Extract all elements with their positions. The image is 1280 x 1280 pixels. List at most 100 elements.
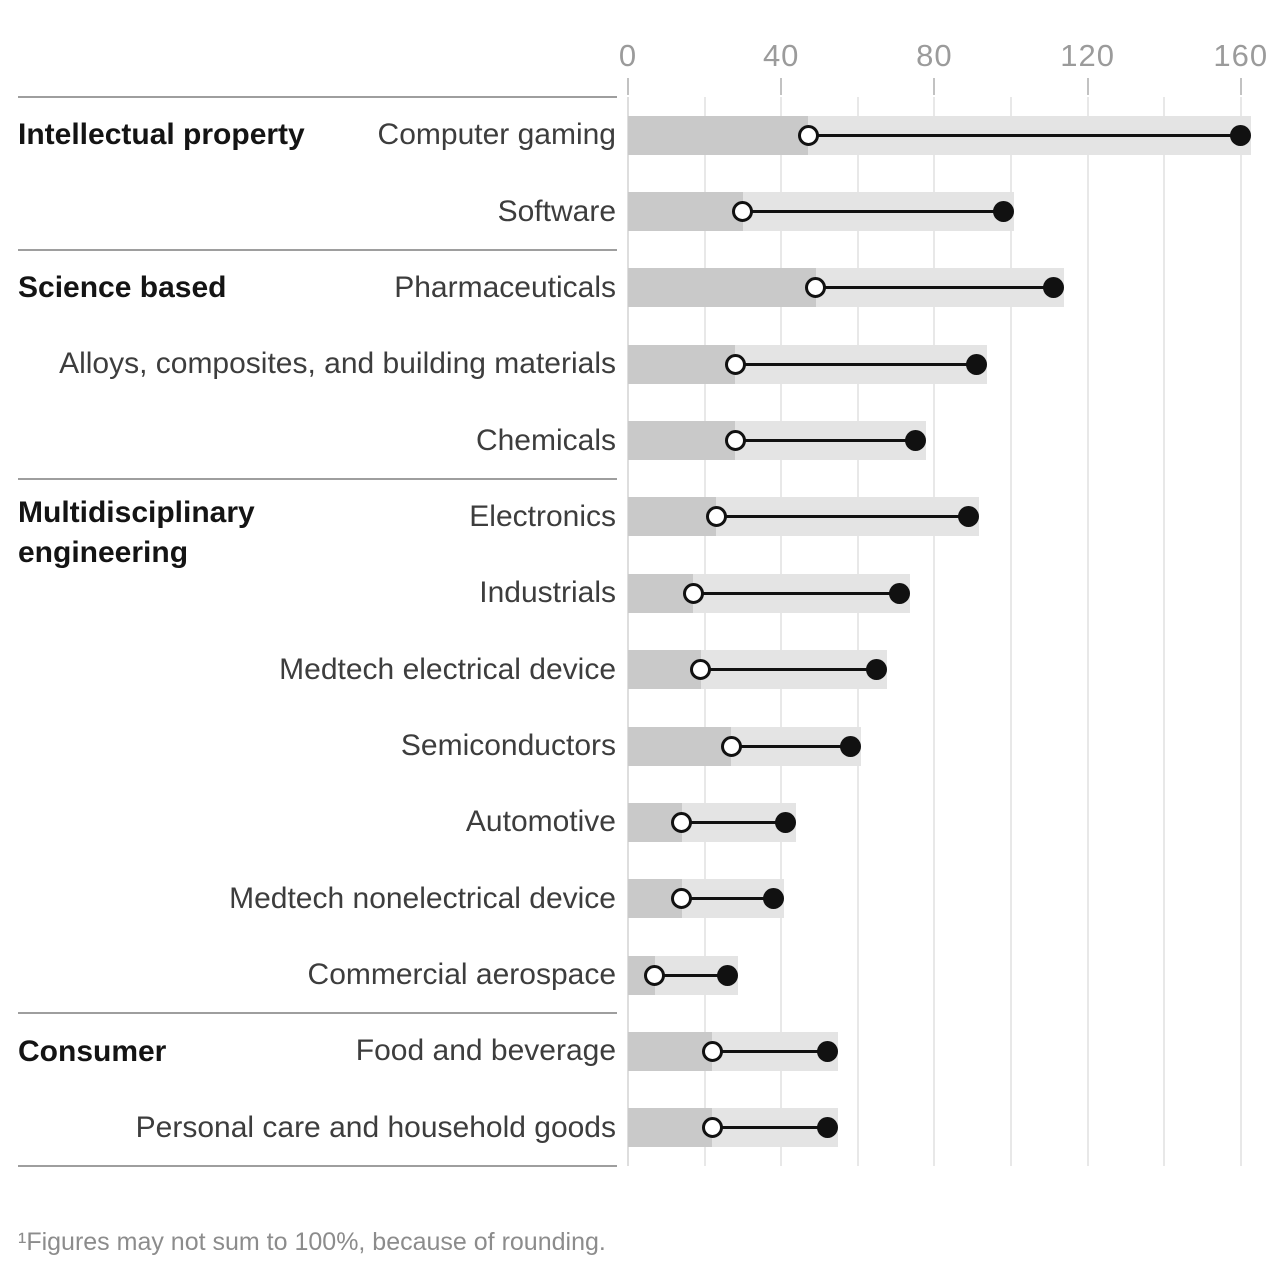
chart-row-medtech-electrical-device: Medtech electrical device bbox=[0, 632, 1280, 708]
axis-tick-mark bbox=[1086, 78, 1089, 95]
filled-dot bbox=[992, 201, 1014, 223]
chart-row-pharmaceuticals: Pharmaceuticals bbox=[0, 250, 1280, 326]
connector-line bbox=[808, 133, 1241, 137]
connector-line bbox=[681, 820, 786, 824]
filled-dot bbox=[966, 353, 988, 375]
range-bar-dark bbox=[628, 344, 736, 384]
open-dot bbox=[732, 201, 754, 223]
open-dot bbox=[724, 430, 746, 452]
connector-line bbox=[700, 668, 877, 672]
gridline bbox=[1239, 97, 1242, 1167]
chart-row-electronics: Electronics bbox=[0, 479, 1280, 555]
chart-row-semiconductors: Semiconductors bbox=[0, 708, 1280, 784]
gridline bbox=[703, 97, 706, 1167]
axis-tick-label: 160 bbox=[1213, 38, 1269, 73]
filled-dot bbox=[763, 888, 785, 910]
filled-dot bbox=[816, 1117, 838, 1139]
row-label: Pharmaceuticals bbox=[394, 270, 616, 304]
row-label: Industrials bbox=[479, 576, 616, 610]
connector-line bbox=[712, 1126, 828, 1130]
row-label: Computer gaming bbox=[377, 118, 616, 152]
connector-line bbox=[735, 439, 916, 443]
open-dot bbox=[690, 659, 712, 681]
range-bar-dark bbox=[628, 726, 732, 766]
chart-row-chemicals: Chemicals bbox=[0, 402, 1280, 478]
section-separator bbox=[18, 96, 617, 98]
connector-line bbox=[735, 362, 977, 366]
range-bar-dark bbox=[628, 573, 694, 613]
chart-row-software: Software bbox=[0, 173, 1280, 249]
connector-line bbox=[815, 286, 1054, 290]
row-label: Semiconductors bbox=[400, 729, 616, 763]
filled-dot bbox=[1230, 124, 1252, 146]
connector-line bbox=[693, 591, 900, 595]
chart-row-industrials: Industrials bbox=[0, 555, 1280, 631]
gridline bbox=[856, 97, 859, 1167]
axis-tick-label: 80 bbox=[916, 38, 953, 73]
connector-line bbox=[681, 897, 774, 901]
gridline bbox=[933, 97, 936, 1167]
section-header-intellectual-property: Intellectual property bbox=[18, 118, 305, 152]
open-dot bbox=[720, 735, 742, 757]
axis-tick-label: 40 bbox=[762, 38, 800, 73]
filled-dot bbox=[816, 1040, 838, 1062]
open-dot bbox=[724, 353, 746, 375]
open-dot bbox=[701, 1040, 723, 1062]
row-label: Medtech nonelectrical device bbox=[229, 881, 616, 915]
connector-line bbox=[712, 1049, 828, 1053]
range-bar-dark bbox=[628, 1108, 713, 1148]
section-header-consumer: Consumer bbox=[18, 1034, 167, 1068]
filled-dot bbox=[774, 811, 796, 833]
open-dot bbox=[701, 1117, 723, 1139]
range-bar-dark bbox=[628, 650, 701, 690]
chart-row-alloys-composites-and-building-materials: Alloys, composites, and building materia… bbox=[0, 326, 1280, 402]
section-header-science-based: Science based bbox=[18, 270, 227, 304]
axis-tick-mark bbox=[933, 78, 936, 95]
section-separator bbox=[18, 1012, 617, 1015]
connector-line bbox=[742, 210, 1004, 214]
open-dot bbox=[797, 124, 819, 146]
range-bar-dark bbox=[628, 497, 717, 537]
gridline bbox=[780, 97, 783, 1167]
open-dot bbox=[644, 964, 666, 986]
row-label: Personal care and household goods bbox=[135, 1110, 616, 1144]
range-bar-dark bbox=[628, 192, 743, 232]
range-bar-dark bbox=[628, 1031, 713, 1071]
chart-footnote: ¹Figures may not sum to 100%, because of… bbox=[18, 1228, 606, 1257]
connector-line bbox=[716, 515, 969, 519]
filled-dot bbox=[958, 506, 980, 528]
range-bar-dark bbox=[628, 421, 736, 461]
gridline bbox=[1010, 97, 1012, 1167]
open-dot bbox=[682, 582, 704, 604]
connector-line bbox=[731, 744, 851, 748]
connector-line bbox=[654, 973, 728, 977]
gridline bbox=[1086, 97, 1089, 1167]
row-label: Food and beverage bbox=[355, 1034, 616, 1068]
chart-row-commercial-aerospace: Commercial aerospace bbox=[0, 937, 1280, 1013]
chart-row-personal-care-and-household-goods: Personal care and household goods bbox=[0, 1090, 1280, 1166]
range-bar-dark bbox=[628, 115, 808, 155]
row-label: Alloys, composites, and building materia… bbox=[59, 347, 616, 381]
filled-dot bbox=[904, 430, 926, 452]
open-dot bbox=[805, 277, 827, 299]
range-bar-dark bbox=[628, 268, 816, 308]
open-dot bbox=[671, 888, 693, 910]
filled-dot bbox=[889, 582, 911, 604]
filled-dot bbox=[1042, 277, 1064, 299]
axis-tick-label: 120 bbox=[1060, 38, 1115, 73]
row-label: Medtech electrical device bbox=[279, 652, 616, 686]
chart-row-automotive: Automotive bbox=[0, 784, 1280, 860]
section-separator bbox=[18, 477, 617, 480]
filled-dot bbox=[717, 964, 739, 986]
chart-row-medtech-nonelectrical-device: Medtech nonelectrical device bbox=[0, 861, 1280, 937]
row-label: Electronics bbox=[469, 499, 616, 533]
row-label: Chemicals bbox=[475, 423, 616, 457]
axis-tick-label: 0 bbox=[618, 38, 638, 73]
row-label: Automotive bbox=[465, 805, 616, 839]
chart-row-computer-gaming: Computer gaming bbox=[0, 97, 1280, 173]
gridline bbox=[627, 97, 629, 1167]
open-dot bbox=[705, 506, 727, 528]
row-label: Commercial aerospace bbox=[307, 958, 616, 992]
axis-tick-mark bbox=[627, 78, 629, 95]
